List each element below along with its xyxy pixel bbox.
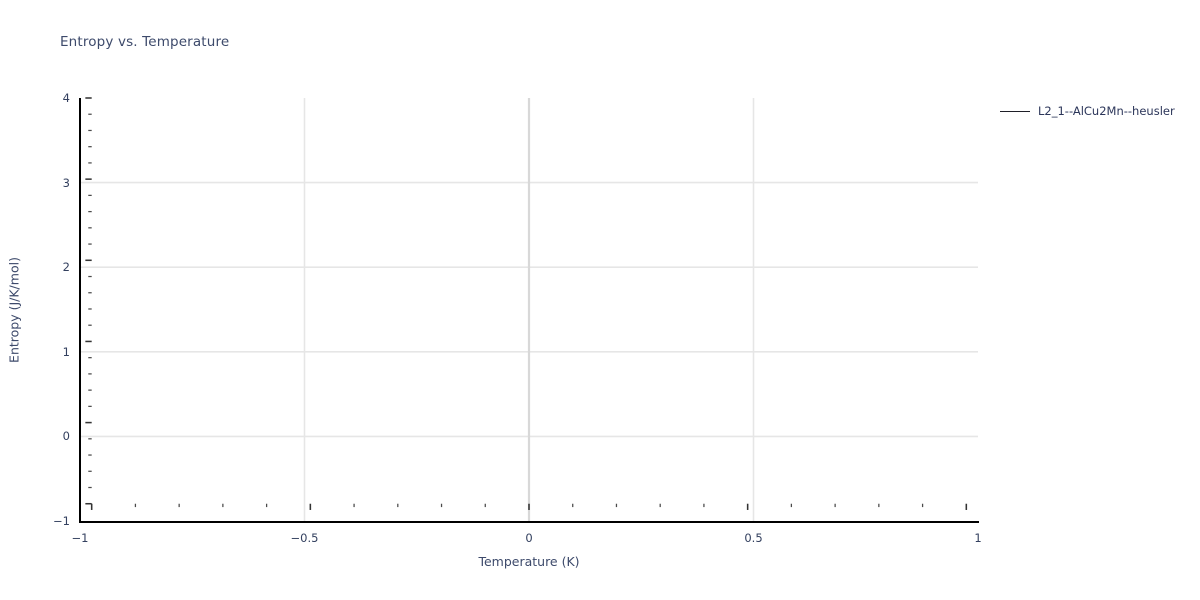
x-axis-tick-labels: −1 −0.5 0 0.5 1 bbox=[72, 531, 982, 551]
chart-title: Entropy vs. Temperature bbox=[60, 34, 230, 50]
x-tick-label: −0.5 bbox=[290, 531, 319, 545]
legend-item-l2-1-alcu2mn-heusler[interactable]: L2_1--AlCu2Mn--heusler bbox=[1000, 104, 1175, 118]
legend-item-label: L2_1--AlCu2Mn--heusler bbox=[1038, 104, 1175, 118]
y-axis-title-wrapper: Entropy (J/K/mol) bbox=[0, 98, 28, 521]
plot-area[interactable] bbox=[79, 97, 979, 523]
x-axis-spine bbox=[79, 521, 979, 523]
y-tick-label: 0 bbox=[62, 429, 70, 444]
x-tick-label: 0 bbox=[525, 531, 533, 545]
legend: L2_1--AlCu2Mn--heusler bbox=[1000, 104, 1175, 118]
x-tick-label: 0.5 bbox=[744, 531, 763, 545]
y-axis-tick-labels: −1 0 1 2 3 4 bbox=[42, 91, 70, 528]
legend-line-swatch bbox=[1000, 110, 1030, 112]
x-tick-label: 1 bbox=[974, 531, 982, 545]
tick-marks bbox=[85, 97, 968, 510]
y-tick-label: 1 bbox=[62, 344, 70, 359]
y-axis-title: Entropy (J/K/mol) bbox=[6, 256, 22, 363]
x-axis-title: Temperature (K) bbox=[478, 554, 580, 569]
y-tick-label: 2 bbox=[62, 260, 70, 275]
y-tick-label: 3 bbox=[62, 175, 70, 190]
y-tick-label: −1 bbox=[53, 514, 70, 528]
y-tick-label: 4 bbox=[62, 91, 70, 105]
y-axis-spine bbox=[79, 98, 81, 521]
x-tick-label: −1 bbox=[71, 531, 89, 545]
